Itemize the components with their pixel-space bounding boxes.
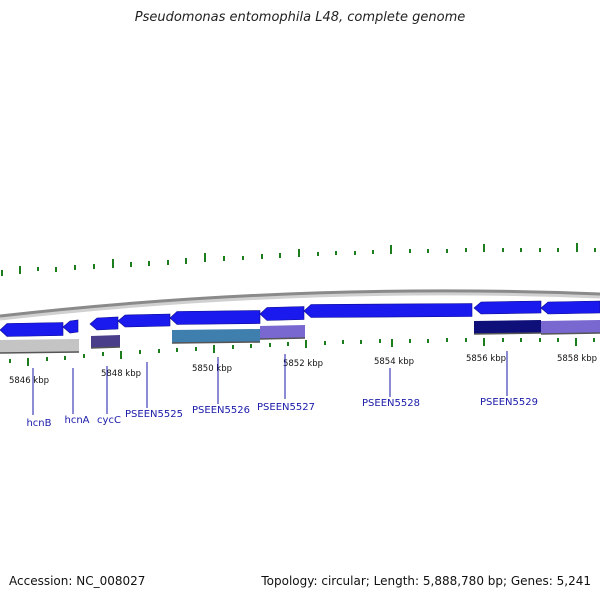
gene-label-PSEEN5528: PSEEN5528 [362,398,420,409]
map-title: Pseudomonas entomophila L48, complete ge… [134,10,466,25]
feature-block-teal-edge [171,341,261,344]
scale-label: 5848 kbp [101,369,141,379]
gene-arrow-track [0,300,600,337]
gene-arrow-PSEEN5525 [117,313,171,328]
gene-label-cycC: cycC [97,415,121,426]
feature-block-slate [91,335,120,348]
genome-summary-text: Topology: circular; Length: 5,888,780 bp… [261,574,591,588]
gene-arrow-PSEEN5529 [473,300,542,315]
gene-label-hcnA: hcnA [64,415,89,426]
scale-label: 5850 kbp [192,364,232,374]
gene-arrow-hcnB [0,322,64,337]
feature-block-lavender-right [541,320,600,334]
gene-label-hcnB: hcnB [26,418,51,429]
feature-block-lavender-right-edge [540,332,600,335]
scale-label: 5852 kbp [283,359,323,369]
feature-block-navy-edge [473,332,542,335]
gene-label-PSEEN5525: PSEEN5525 [125,409,183,420]
feature-block-teal [172,329,260,343]
gc-skew-track [1,243,596,276]
feature-block-lavender-edge [259,337,306,340]
genome-backbone [0,289,600,318]
accession-text: Accession: NC_008027 [9,574,146,588]
feature-block-slate-edge [90,346,121,349]
scale-tick-track [9,338,595,366]
genome-backbone-shadow [0,290,600,321]
gene-label-PSEEN5529: PSEEN5529 [480,397,538,408]
scale-label: 5858 kbp [557,354,597,364]
feature-track [0,320,600,354]
gene-arrow-hcnA [62,319,79,334]
gene-arrow-PSEEN5526 [169,310,261,325]
gene-arrow-cycC [89,316,119,331]
gene-label-PSEEN5527: PSEEN5527 [257,402,315,413]
gene-arrow-PSEEN5528 [303,303,473,318]
gene-label-PSEEN5526: PSEEN5526 [192,405,250,416]
feature-block-light-gray-edge [0,351,80,354]
scale-label: 5846 kbp [9,376,49,386]
scale-label: 5854 kbp [374,357,414,367]
feature-block-light-gray [0,339,79,353]
gene-arrow-next [540,300,600,315]
gene-arrow-PSEEN5527 [259,306,305,321]
scale-label: 5856 kbp [466,354,506,364]
scale-label-track: 5846 kbp 5848 kbp 5850 kbp 5852 kbp 5854 kbp… [9,354,597,386]
gene-callout-track: hcnB hcnA cycC PSEEN5525 PSEEN5526 PSEEN5527 P… [26,351,538,429]
feature-block-navy [474,320,541,334]
feature-block-lavender [260,325,305,339]
